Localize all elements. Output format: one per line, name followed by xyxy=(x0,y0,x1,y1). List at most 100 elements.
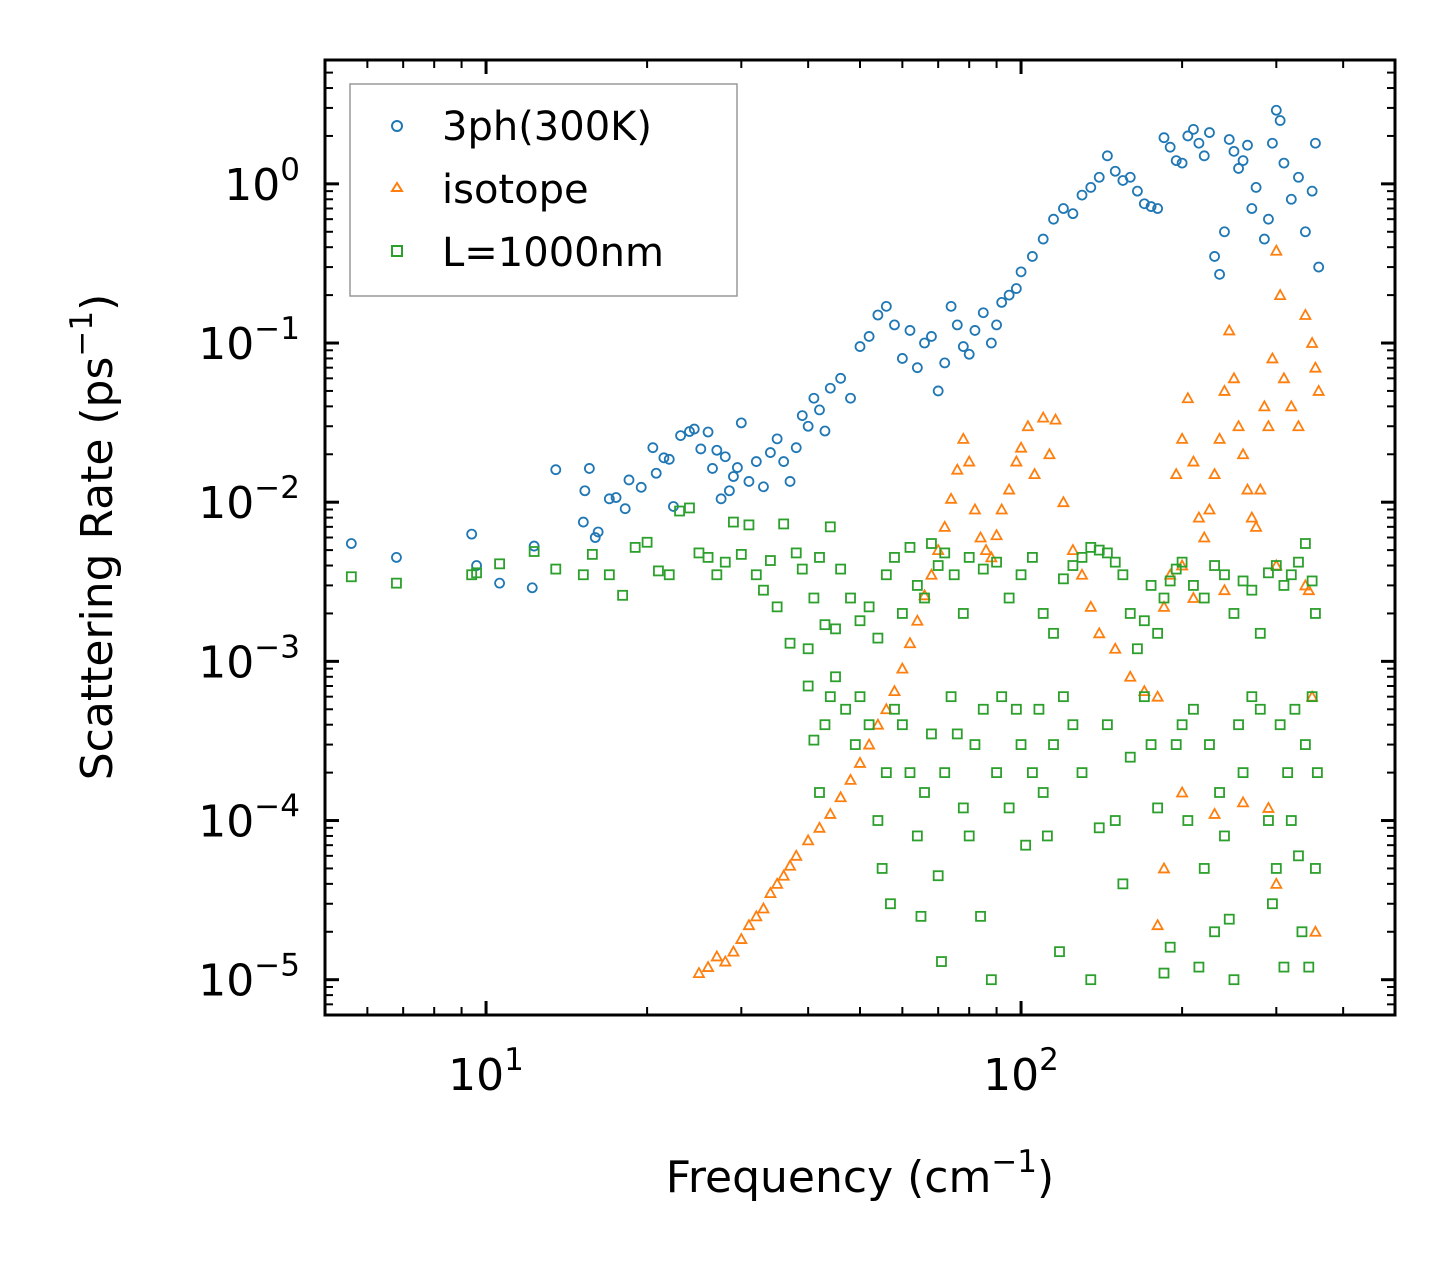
data-point xyxy=(1158,132,1170,144)
data-point xyxy=(948,569,960,581)
data-point xyxy=(603,493,615,505)
data-point xyxy=(910,613,924,626)
data-point xyxy=(1302,583,1316,596)
legend-marker-circle xyxy=(391,120,403,132)
data-point xyxy=(1311,767,1323,779)
data-point xyxy=(950,462,964,475)
data-point xyxy=(710,949,724,962)
x-tick-label-10-1: 101 xyxy=(448,1042,524,1101)
data-point xyxy=(1132,643,1143,655)
data-point xyxy=(1067,208,1079,220)
x-axis-title: Frequency (cm−1) xyxy=(666,1144,1054,1203)
data-point xyxy=(1076,551,1088,563)
data-point xyxy=(1124,751,1136,763)
data-point xyxy=(1003,592,1015,604)
data-point xyxy=(872,815,884,826)
data-point xyxy=(1306,575,1318,587)
data-point xyxy=(1208,807,1222,819)
data-point xyxy=(1250,182,1262,193)
data-point xyxy=(896,353,908,364)
data-point xyxy=(1258,233,1270,245)
data-point xyxy=(1308,924,1322,937)
data-point xyxy=(1285,569,1297,581)
data-point xyxy=(1138,615,1150,627)
data-point xyxy=(951,319,963,331)
data-point xyxy=(917,588,932,601)
data-point xyxy=(756,901,770,914)
data-point xyxy=(1132,185,1143,197)
data-point xyxy=(494,577,505,589)
data-point xyxy=(641,536,653,548)
x-tick-labels: 101 102 xyxy=(448,1042,1059,1101)
data-point xyxy=(1237,575,1249,587)
data-point xyxy=(345,571,357,583)
data-point xyxy=(926,538,937,549)
data-point xyxy=(623,474,635,486)
data-point xyxy=(1145,739,1157,750)
data-point xyxy=(1291,419,1305,432)
data-point xyxy=(849,739,861,750)
data-point xyxy=(635,481,647,493)
data-point xyxy=(814,787,825,798)
data-point xyxy=(577,569,589,581)
data-point xyxy=(702,426,714,438)
data-point xyxy=(1263,213,1274,225)
data-point xyxy=(702,551,714,563)
data-point xyxy=(1284,399,1298,412)
data-point xyxy=(863,719,875,731)
data-point xyxy=(956,431,970,444)
data-point xyxy=(1310,863,1321,874)
data-point xyxy=(1176,556,1188,568)
data-point xyxy=(391,577,402,589)
data-point xyxy=(592,526,604,538)
data-point xyxy=(1010,283,1022,294)
data-point xyxy=(1306,691,1318,703)
data-point xyxy=(1169,467,1183,480)
data-point xyxy=(963,348,975,360)
data-point xyxy=(764,555,776,566)
data-point xyxy=(653,565,664,577)
data-point xyxy=(1277,371,1291,384)
data-point xyxy=(819,619,831,631)
data-point xyxy=(610,492,622,503)
data-point xyxy=(1274,115,1286,126)
data-point xyxy=(1101,719,1113,731)
data-point xyxy=(1186,591,1200,603)
data-point xyxy=(1236,795,1250,808)
data-point xyxy=(1037,787,1049,798)
data-point xyxy=(926,728,937,740)
data-point xyxy=(1101,150,1113,162)
data-point xyxy=(1036,410,1050,423)
data-point xyxy=(814,551,825,563)
data-point xyxy=(494,558,505,570)
data-point xyxy=(938,519,952,532)
data-point xyxy=(1308,360,1322,373)
data-point xyxy=(1274,719,1286,731)
data-point xyxy=(1093,822,1105,834)
data-point xyxy=(1028,467,1042,480)
data-point xyxy=(1198,592,1210,604)
data-point xyxy=(872,309,884,321)
data-point xyxy=(911,580,923,591)
data-point xyxy=(1109,556,1121,568)
data-point xyxy=(1075,567,1089,580)
data-point xyxy=(1192,510,1206,523)
data-point xyxy=(790,442,802,454)
data-point xyxy=(1152,627,1164,639)
data-point xyxy=(1042,447,1056,460)
data-point xyxy=(896,608,908,619)
data-point xyxy=(1010,703,1022,715)
data-point xyxy=(1289,703,1301,715)
data-point xyxy=(1299,226,1311,238)
data-point xyxy=(876,863,888,874)
data-point xyxy=(996,296,1008,308)
data-point xyxy=(1067,560,1079,571)
series-layer xyxy=(345,104,1326,986)
data-point xyxy=(1246,203,1258,214)
data-point xyxy=(701,960,715,972)
data-point xyxy=(579,485,591,497)
data-point xyxy=(1186,454,1200,467)
data-point xyxy=(1056,495,1070,508)
data-point xyxy=(919,337,930,349)
data-point xyxy=(835,563,847,575)
